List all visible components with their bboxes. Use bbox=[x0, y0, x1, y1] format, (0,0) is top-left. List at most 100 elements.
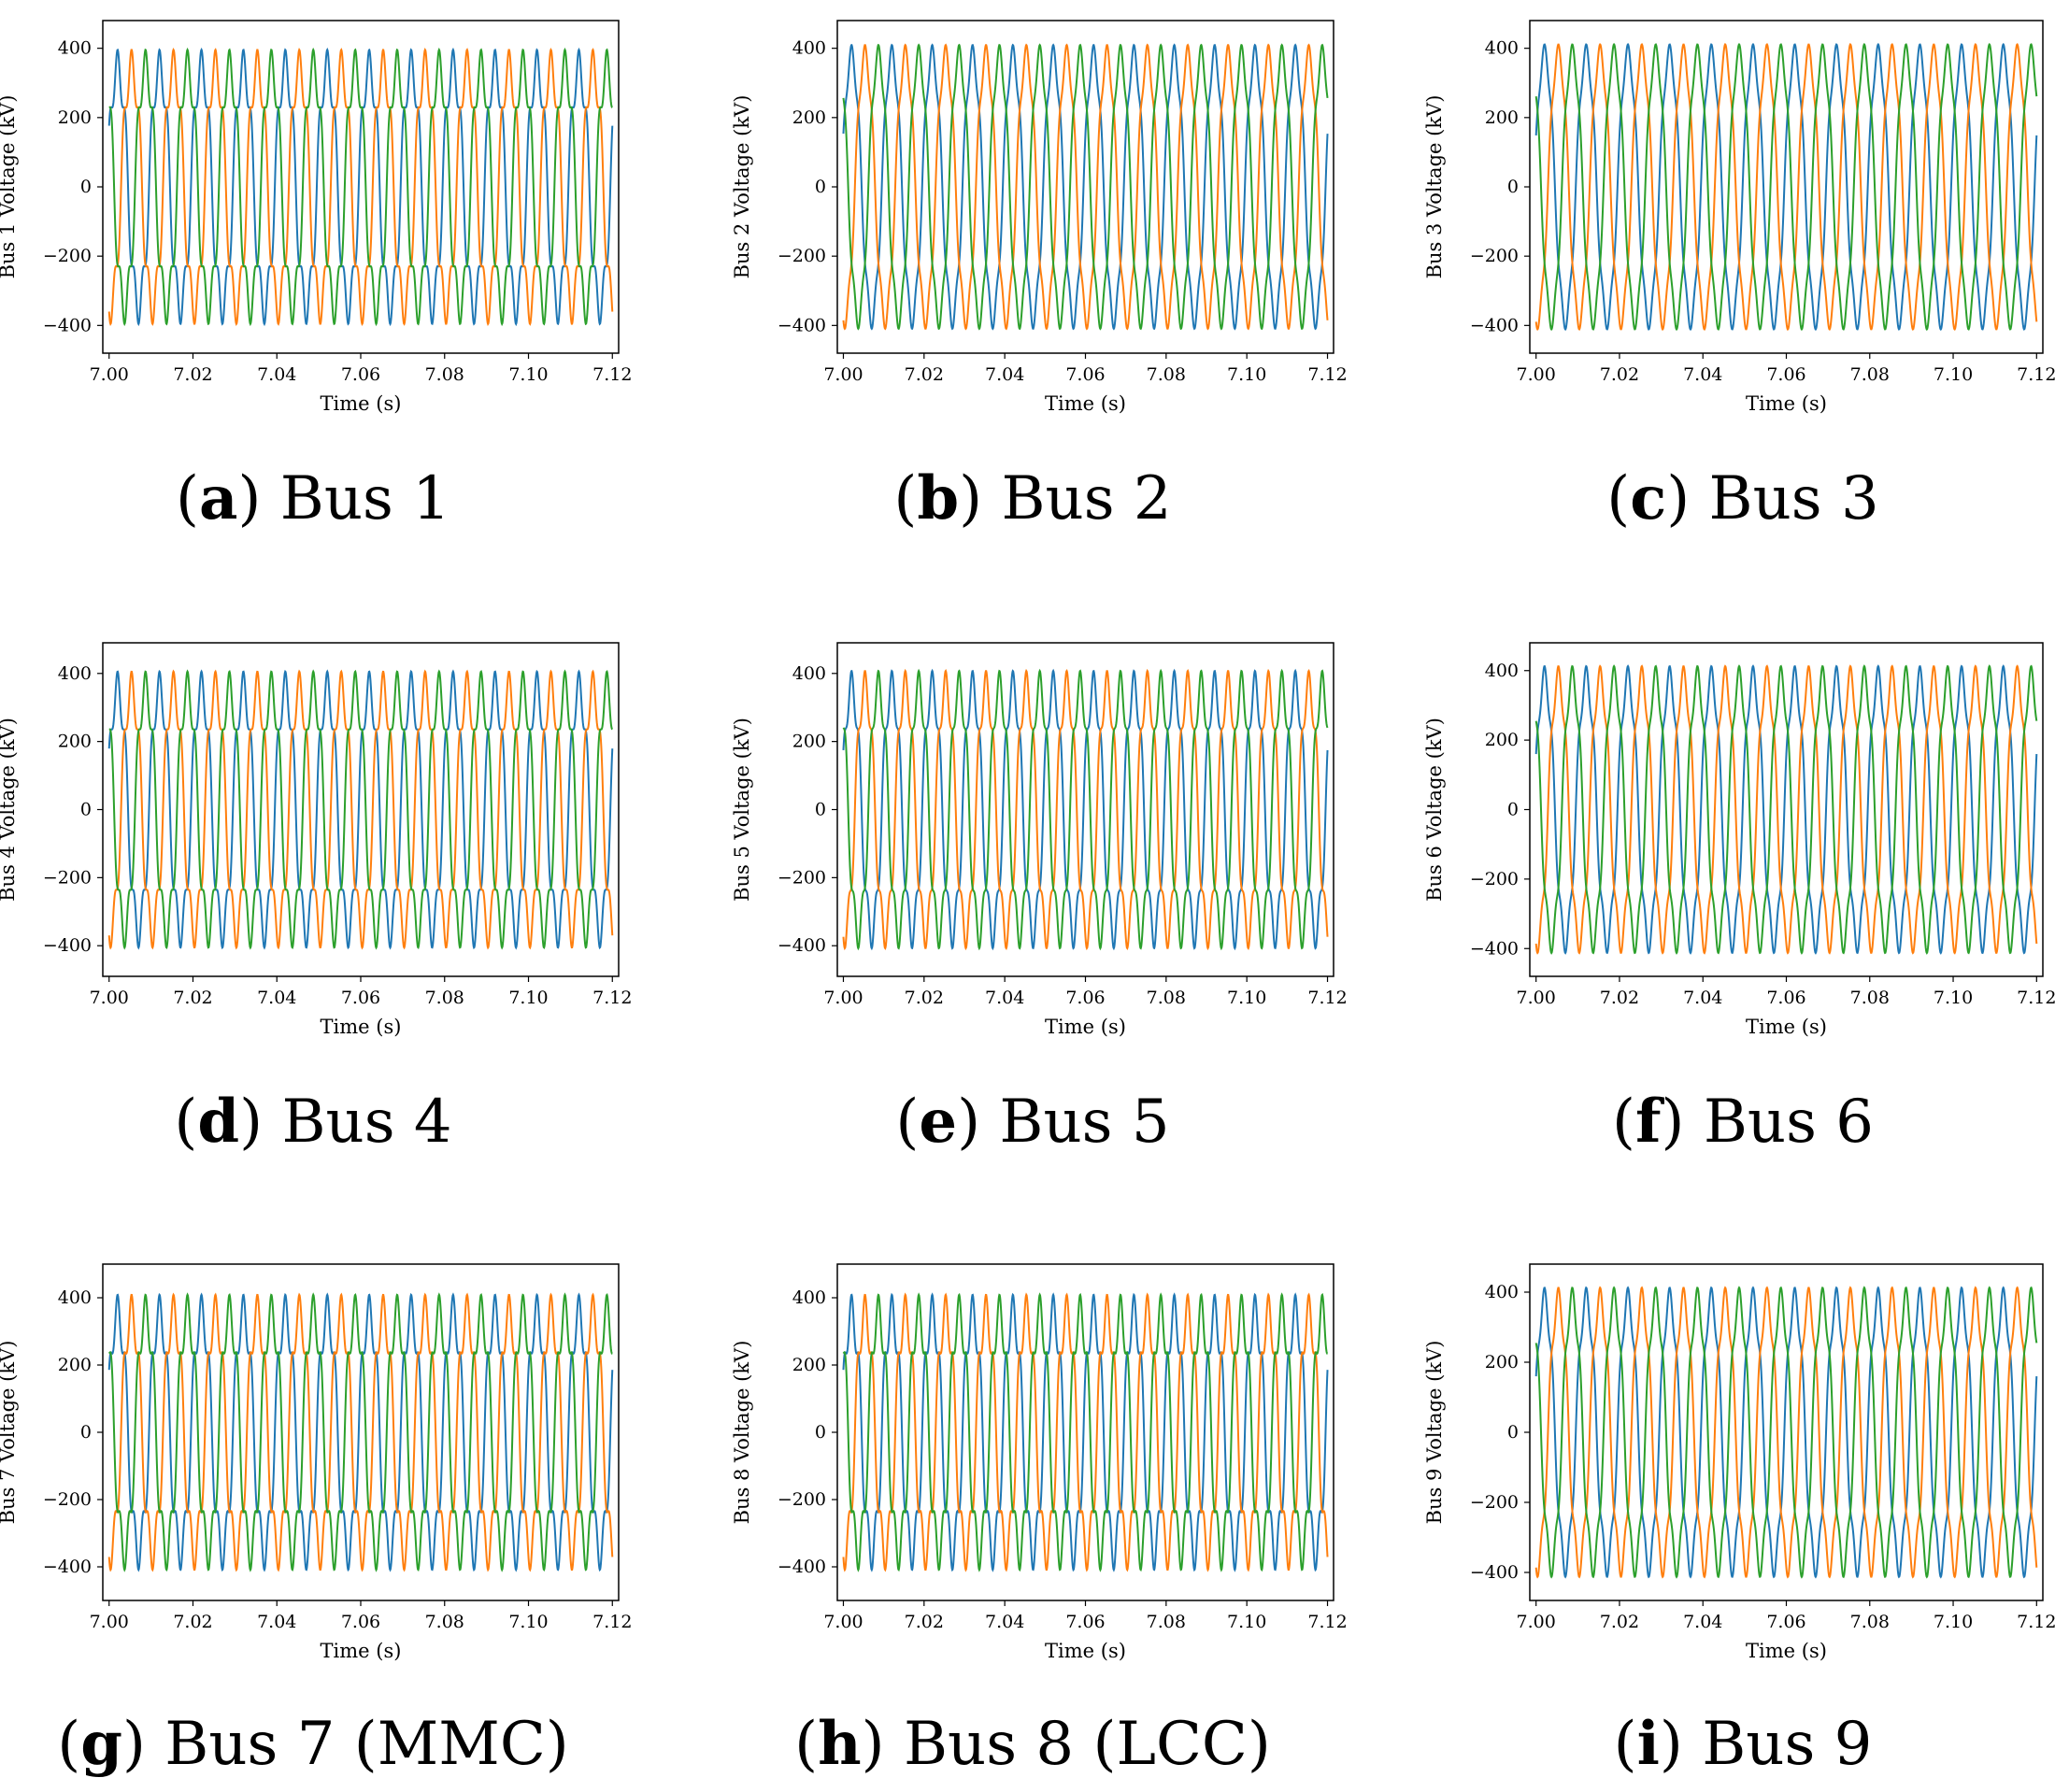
y-tick-label: −400 bbox=[43, 935, 92, 956]
subfigure-caption: (e) Bus 5 bbox=[895, 1087, 1169, 1157]
y-tick-label: 400 bbox=[1485, 38, 1519, 59]
y-tick-label: −200 bbox=[778, 246, 826, 266]
y-axis-label: Bus 4 Voltage (kV) bbox=[0, 718, 19, 902]
x-tick-label: 7.10 bbox=[1934, 1612, 1973, 1632]
x-tick-label: 7.02 bbox=[173, 1612, 212, 1632]
y-tick-label: −400 bbox=[778, 935, 826, 956]
x-tick-label: 7.00 bbox=[90, 988, 129, 1008]
y-tick-label: −200 bbox=[1470, 1492, 1519, 1513]
chart-panel-h: 7.00 7.02 7.04 7.06 7.08 7.10 7.12 400 200 0 −200 −… bbox=[731, 1263, 1348, 1779]
chart-panel-f: 7.00 7.02 7.04 7.06 7.08 7.10 7.12 400 200 0 −200 −… bbox=[1423, 642, 2055, 1157]
x-tick-label: 7.08 bbox=[1147, 988, 1186, 1008]
series-line-2 bbox=[1534, 42, 2038, 332]
series-line-2 bbox=[842, 43, 1329, 331]
x-tick-label: 7.04 bbox=[257, 988, 296, 1008]
x-tick-label: 7.00 bbox=[90, 364, 129, 385]
x-tick-label: 7.00 bbox=[823, 364, 863, 385]
y-tick-label: 200 bbox=[1485, 730, 1519, 750]
x-axis-label: Time (s) bbox=[1045, 1640, 1126, 1662]
x-tick-label: 7.02 bbox=[1600, 1612, 1639, 1632]
y-tick-label: 200 bbox=[58, 1355, 92, 1375]
x-axis-label: Time (s) bbox=[321, 1640, 402, 1662]
x-tick-label: 7.12 bbox=[592, 1612, 632, 1632]
series-line-2 bbox=[1534, 1286, 2038, 1579]
y-axis-label: Bus 7 Voltage (kV) bbox=[0, 1341, 19, 1525]
subfigure-caption: (g) Bus 7 (MMC) bbox=[57, 1709, 569, 1779]
x-tick-label: 7.12 bbox=[2017, 364, 2055, 385]
y-axis-label: Bus 1 Voltage (kV) bbox=[0, 95, 19, 279]
chart-panel-b: 7.00 7.02 7.04 7.06 7.08 7.10 7.12 400 200 0 −200 −… bbox=[731, 20, 1348, 533]
x-tick-label: 7.02 bbox=[173, 364, 212, 385]
y-axis-label: Bus 5 Voltage (kV) bbox=[731, 718, 753, 902]
x-tick-label: 7.10 bbox=[1934, 988, 1973, 1008]
x-tick-label: 7.08 bbox=[1147, 1612, 1186, 1632]
x-tick-label: 7.12 bbox=[2017, 1612, 2055, 1632]
y-tick-label: 400 bbox=[792, 663, 826, 684]
subfigure-caption: (i) Bus 9 bbox=[1614, 1709, 1873, 1779]
y-tick-label: −200 bbox=[43, 1489, 92, 1510]
y-tick-label: −200 bbox=[778, 1489, 826, 1510]
x-tick-label: 7.08 bbox=[1147, 364, 1186, 385]
x-tick-label: 7.02 bbox=[1600, 364, 1639, 385]
y-tick-label: 200 bbox=[792, 107, 826, 128]
x-tick-label: 7.00 bbox=[1517, 1612, 1556, 1632]
x-tick-label: 7.10 bbox=[1227, 364, 1266, 385]
x-tick-label: 7.04 bbox=[257, 364, 296, 385]
series-line-2 bbox=[107, 48, 614, 326]
y-tick-label: −400 bbox=[778, 315, 826, 335]
x-tick-label: 7.12 bbox=[1307, 364, 1347, 385]
series-line-1 bbox=[842, 1292, 1329, 1572]
x-tick-label: 7.06 bbox=[1065, 988, 1105, 1008]
x-axis-label: Time (s) bbox=[321, 392, 402, 415]
x-tick-label: 7.06 bbox=[1065, 364, 1105, 385]
x-tick-label: 7.08 bbox=[1850, 988, 1890, 1008]
x-tick-label: 7.08 bbox=[1850, 364, 1890, 385]
chart-panel-c: 7.00 7.02 7.04 7.06 7.08 7.10 7.12 400 200 0 −200 −… bbox=[1423, 20, 2055, 533]
y-axis-label: Bus 2 Voltage (kV) bbox=[731, 95, 753, 279]
y-tick-label: −400 bbox=[43, 1557, 92, 1577]
x-tick-label: 7.12 bbox=[1307, 1612, 1347, 1632]
x-tick-label: 7.00 bbox=[1517, 988, 1556, 1008]
subfigure-caption: (d) Bus 4 bbox=[174, 1087, 451, 1157]
x-tick-label: 7.12 bbox=[592, 988, 632, 1008]
y-tick-label: −200 bbox=[1470, 869, 1519, 889]
x-tick-label: 7.02 bbox=[905, 364, 944, 385]
x-tick-label: 7.08 bbox=[425, 1612, 464, 1632]
y-tick-label: 400 bbox=[1485, 1282, 1519, 1302]
series-line-3 bbox=[842, 1292, 1329, 1572]
y-tick-label: 400 bbox=[792, 38, 826, 59]
subfigure-caption: (f) Bus 6 bbox=[1612, 1087, 1874, 1157]
series-line-1 bbox=[1534, 664, 2038, 955]
x-tick-label: 7.12 bbox=[592, 364, 632, 385]
x-tick-label: 7.06 bbox=[341, 988, 380, 1008]
x-tick-label: 7.10 bbox=[508, 1612, 548, 1632]
chart-panel-g: 7.00 7.02 7.04 7.06 7.08 7.10 7.12 400 200 0 −200 −… bbox=[0, 1263, 632, 1779]
series-line-2 bbox=[107, 1292, 614, 1572]
x-tick-label: 7.08 bbox=[1850, 1612, 1890, 1632]
series-line-1 bbox=[107, 669, 614, 950]
y-tick-label: 0 bbox=[1507, 177, 1519, 197]
subfigure-caption: (c) Bus 3 bbox=[1606, 463, 1878, 533]
x-tick-label: 7.02 bbox=[905, 1612, 944, 1632]
x-tick-label: 7.00 bbox=[90, 1612, 129, 1632]
series-line-2 bbox=[842, 668, 1329, 951]
x-tick-label: 7.02 bbox=[1600, 988, 1639, 1008]
x-tick-label: 7.08 bbox=[425, 988, 464, 1008]
x-tick-label: 7.00 bbox=[1517, 364, 1556, 385]
y-tick-label: 200 bbox=[792, 732, 826, 752]
x-tick-label: 7.04 bbox=[985, 364, 1024, 385]
y-tick-label: 0 bbox=[815, 177, 826, 197]
subfigure-caption: (a) Bus 1 bbox=[176, 463, 450, 533]
x-axis-label: Time (s) bbox=[1746, 1016, 1827, 1038]
y-tick-label: 400 bbox=[1485, 661, 1519, 681]
series-line-1 bbox=[842, 43, 1329, 331]
x-tick-label: 7.10 bbox=[508, 364, 548, 385]
y-tick-label: 0 bbox=[80, 1422, 92, 1443]
y-tick-label: 0 bbox=[1507, 1422, 1519, 1443]
series-line-3 bbox=[107, 1292, 613, 1572]
x-tick-label: 7.06 bbox=[1065, 1612, 1105, 1632]
x-tick-label: 7.04 bbox=[985, 1612, 1024, 1632]
y-axis-label: Bus 9 Voltage (kV) bbox=[1423, 1341, 1446, 1525]
x-tick-label: 7.10 bbox=[1227, 988, 1266, 1008]
